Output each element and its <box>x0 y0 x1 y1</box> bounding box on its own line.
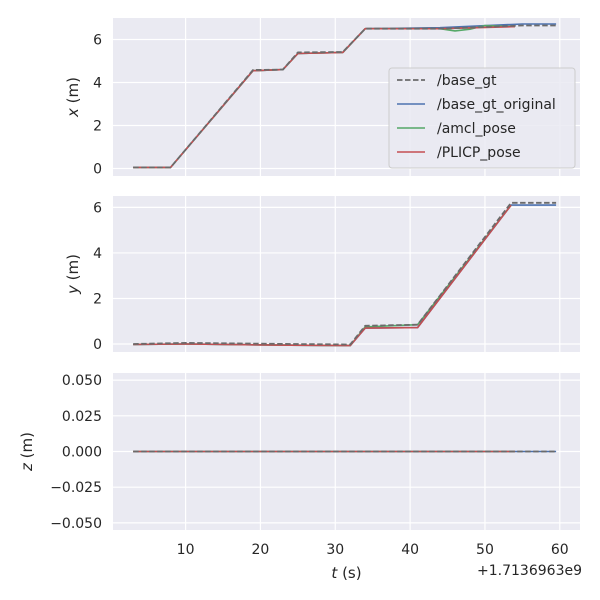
series-line-base-gt <box>133 201 557 346</box>
x-axis-label: t (s) <box>331 564 361 582</box>
legend-label: /amcl_pose <box>437 121 516 137</box>
y-tick-label: 6 <box>93 32 102 48</box>
y-tick-label: 2 <box>93 291 102 307</box>
legend-label: /base_gt <box>437 73 497 89</box>
x-tick-label: 40 <box>401 542 419 558</box>
x-tick-label: 50 <box>476 542 494 558</box>
series-line-plicp-pose <box>133 204 512 347</box>
y-tick-label: 0 <box>93 337 102 353</box>
y-tick-label: 6 <box>93 200 102 216</box>
y-tick-label: −0.050 <box>50 516 102 532</box>
y-tick-label: 0.000 <box>62 445 102 461</box>
x-tick-label: 10 <box>177 542 195 558</box>
legend-label: /base_gt_original <box>437 97 556 113</box>
y-tick-label: 0.025 <box>62 409 102 425</box>
x-tick-label: 30 <box>326 542 344 558</box>
y-tick-label: 4 <box>93 75 102 91</box>
series-line-base-gt <box>133 24 557 169</box>
x-tick-label: 20 <box>252 542 270 558</box>
legend-box <box>388 67 576 169</box>
y-axis-label: z (m) <box>18 432 36 472</box>
y-tick-label: −0.025 <box>50 480 102 496</box>
y-axis-label: y (m) <box>64 254 82 295</box>
y-tick-label: 4 <box>93 246 102 262</box>
axes-background-2 <box>113 196 580 352</box>
y-tick-label: 2 <box>93 118 102 134</box>
x-tick-label: 60 <box>551 542 569 558</box>
y-axis-label: x (m) <box>64 77 82 118</box>
x-offset-label: +1.7136963e9 <box>477 563 582 579</box>
y-tick-label: 0.050 <box>62 373 102 389</box>
legend-label: /PLICP_pose <box>437 145 521 161</box>
y-tick-label: 0 <box>93 161 102 177</box>
